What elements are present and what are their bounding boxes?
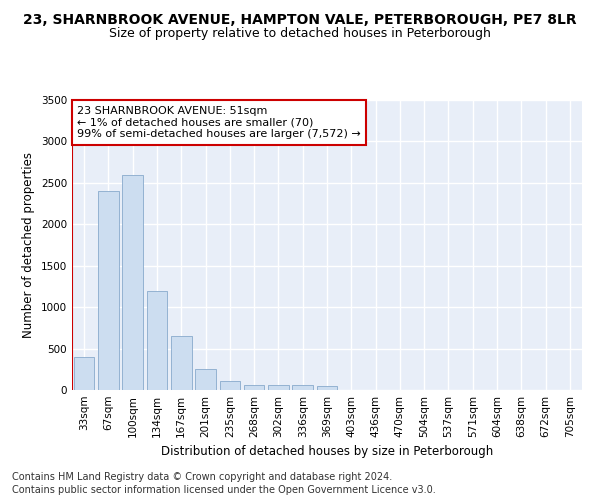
Bar [74,357,94,390]
Bar [122,174,143,390]
Bar [146,290,167,390]
Text: Contains HM Land Registry data © Crown copyright and database right 2024.: Contains HM Land Registry data © Crown c… [12,472,392,482]
X-axis label: Distribution of detached houses by size in Peterborough: Distribution of detached houses by size … [161,446,493,458]
Bar [292,386,313,390]
Bar [171,336,191,390]
Bar [244,384,265,390]
Bar [98,191,119,390]
Bar [268,385,289,390]
Text: 23, SHARNBROOK AVENUE, HAMPTON VALE, PETERBOROUGH, PE7 8LR: 23, SHARNBROOK AVENUE, HAMPTON VALE, PET… [23,12,577,26]
Text: 23 SHARNBROOK AVENUE: 51sqm
← 1% of detached houses are smaller (70)
99% of semi: 23 SHARNBROOK AVENUE: 51sqm ← 1% of deta… [77,106,361,139]
Bar [317,386,337,390]
Text: Contains public sector information licensed under the Open Government Licence v3: Contains public sector information licen… [12,485,436,495]
Y-axis label: Number of detached properties: Number of detached properties [22,152,35,338]
Bar [195,370,216,390]
Bar [220,382,240,390]
Text: Size of property relative to detached houses in Peterborough: Size of property relative to detached ho… [109,28,491,40]
